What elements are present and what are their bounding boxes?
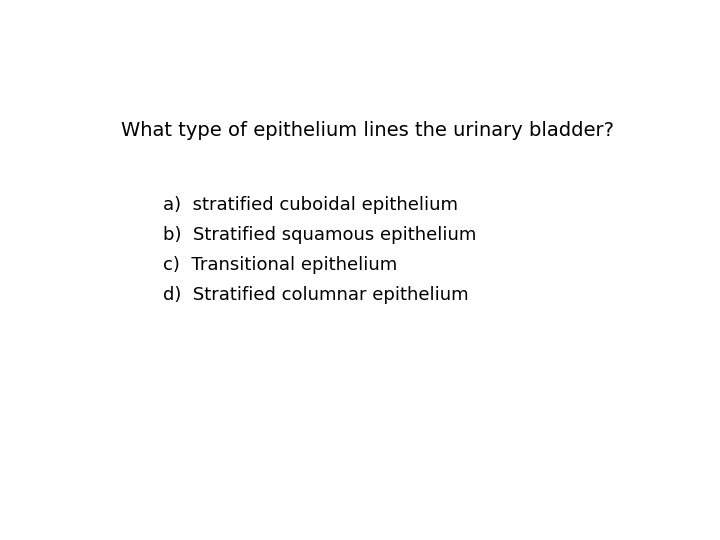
Text: a)  stratified cuboidal epithelium: a) stratified cuboidal epithelium: [163, 196, 457, 214]
Text: b)  Stratified squamous epithelium: b) Stratified squamous epithelium: [163, 226, 476, 244]
Text: What type of epithelium lines the urinary bladder?: What type of epithelium lines the urinar…: [121, 121, 613, 140]
Text: c)  Transitional epithelium: c) Transitional epithelium: [163, 255, 397, 274]
Text: d)  Stratified columnar epithelium: d) Stratified columnar epithelium: [163, 286, 468, 303]
